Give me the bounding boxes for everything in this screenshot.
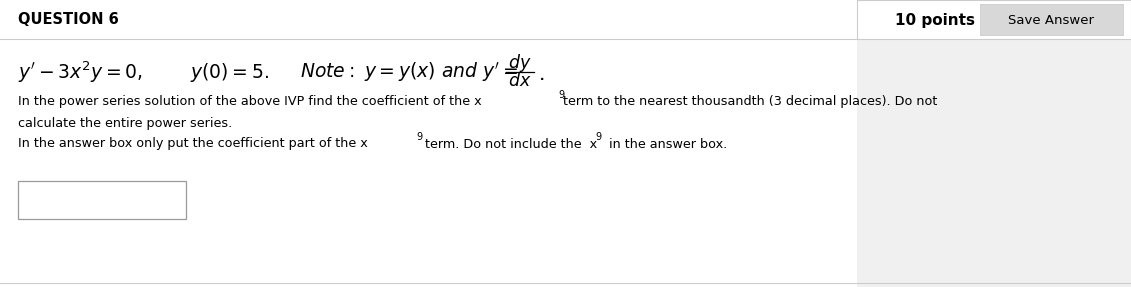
Text: calculate the entire power series.: calculate the entire power series. bbox=[18, 117, 232, 131]
Text: $dx$: $dx$ bbox=[508, 72, 532, 90]
Text: term. Do not include the  x: term. Do not include the x bbox=[421, 137, 597, 150]
Text: term to the nearest thousandth (3 decimal places). Do not: term to the nearest thousandth (3 decima… bbox=[563, 96, 938, 108]
Text: in the answer box.: in the answer box. bbox=[601, 137, 727, 150]
Text: Save Answer: Save Answer bbox=[1008, 13, 1094, 26]
FancyBboxPatch shape bbox=[18, 181, 185, 219]
FancyBboxPatch shape bbox=[979, 4, 1123, 35]
Text: 9: 9 bbox=[416, 132, 422, 142]
Text: $y' - 3x^2y = 0,$: $y' - 3x^2y = 0,$ bbox=[18, 59, 143, 85]
FancyBboxPatch shape bbox=[0, 0, 857, 287]
Text: .: . bbox=[539, 65, 545, 84]
Text: In the answer box only put the coefficient part of the x: In the answer box only put the coefficie… bbox=[18, 137, 368, 150]
Text: 9: 9 bbox=[595, 132, 601, 142]
Text: $\it{Note:}\ \it{y} = \it{y(x)}\ \it{and}\ \it{y'} =$: $\it{Note:}\ \it{y} = \it{y(x)}\ \it{and… bbox=[300, 60, 518, 84]
FancyBboxPatch shape bbox=[857, 0, 1131, 39]
Text: 10 points: 10 points bbox=[895, 13, 975, 28]
Text: $dy$: $dy$ bbox=[508, 52, 532, 74]
Text: 9: 9 bbox=[558, 90, 564, 100]
Text: QUESTION 6: QUESTION 6 bbox=[18, 11, 119, 26]
Text: In the power series solution of the above IVP find the coefficient of the x: In the power series solution of the abov… bbox=[18, 96, 482, 108]
Text: $y(0) = 5.$: $y(0) = 5.$ bbox=[190, 61, 269, 84]
